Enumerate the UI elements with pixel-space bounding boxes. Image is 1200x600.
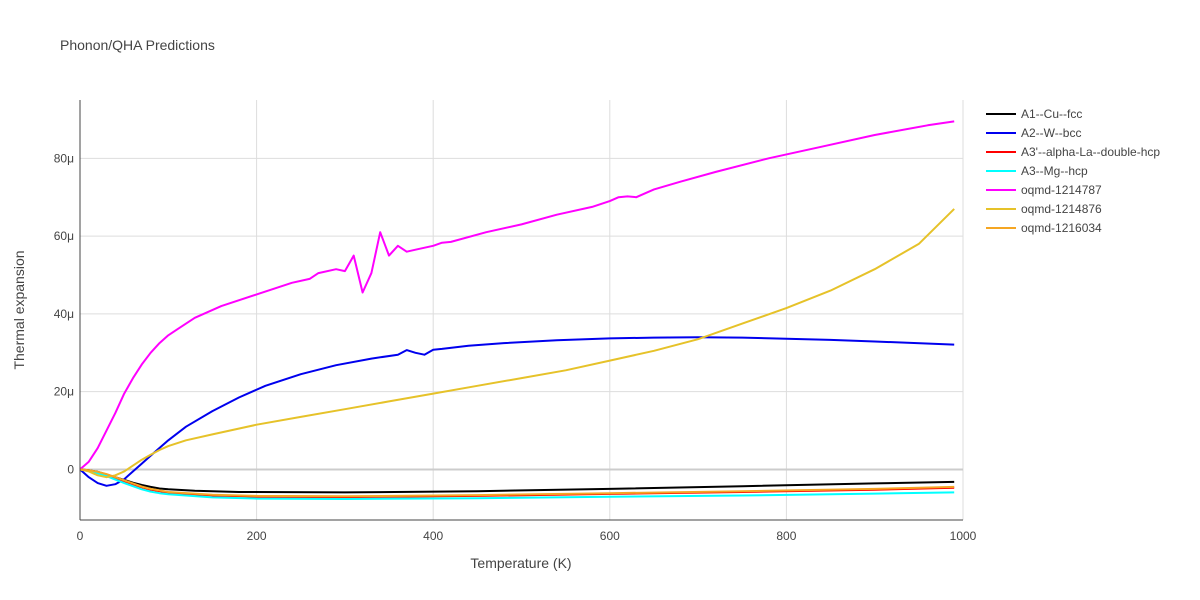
series-line-a3-mg-hcp bbox=[79, 468, 955, 500]
legend-label: A2--W--bcc bbox=[1021, 126, 1081, 140]
series-line-oqmd-1214876 bbox=[79, 208, 955, 479]
x-tick-label: 600 bbox=[600, 529, 620, 543]
axes: 0 200 400 600 800 1000 0 20μ 40μ 60μ 80μ bbox=[54, 100, 977, 543]
y-axis-title: Thermal expansion bbox=[11, 250, 27, 369]
y-tick-label: 0 bbox=[67, 462, 74, 476]
series-line-oqmd-1216034 bbox=[79, 468, 955, 498]
x-tick-label: 800 bbox=[776, 529, 796, 543]
series-line-a2-w-bcc bbox=[79, 336, 955, 487]
series-lines bbox=[79, 120, 955, 500]
grid bbox=[80, 100, 964, 520]
y-tick-label: 40μ bbox=[54, 307, 74, 321]
x-tick-label: 200 bbox=[247, 529, 267, 543]
legend-label: A3'--alpha-La--double-hcp bbox=[1021, 145, 1160, 159]
chart-title: Phonon/QHA Predictions bbox=[60, 37, 215, 53]
x-axis-title: Temperature (K) bbox=[470, 555, 571, 571]
legend-label: oqmd-1216034 bbox=[1021, 221, 1102, 235]
legend-label: oqmd-1214876 bbox=[1021, 202, 1102, 216]
legend-label: A3--Mg--hcp bbox=[1021, 164, 1088, 178]
series-line-a3-alpha-la-double-hcp bbox=[79, 468, 955, 499]
x-tick-label: 1000 bbox=[950, 529, 977, 543]
legend-label: oqmd-1214787 bbox=[1021, 183, 1102, 197]
legend-label: A1--Cu--fcc bbox=[1021, 107, 1082, 121]
y-tick-label: 20μ bbox=[54, 385, 74, 399]
y-tick-label: 60μ bbox=[54, 229, 74, 243]
y-tick-label: 80μ bbox=[54, 151, 74, 165]
legend: A1--Cu--fcc A2--W--bcc A3'--alpha-La--doub… bbox=[986, 107, 1160, 235]
x-tick-label: 0 bbox=[77, 529, 84, 543]
x-tick-label: 400 bbox=[423, 529, 443, 543]
series-line-oqmd-1214787 bbox=[79, 120, 955, 471]
